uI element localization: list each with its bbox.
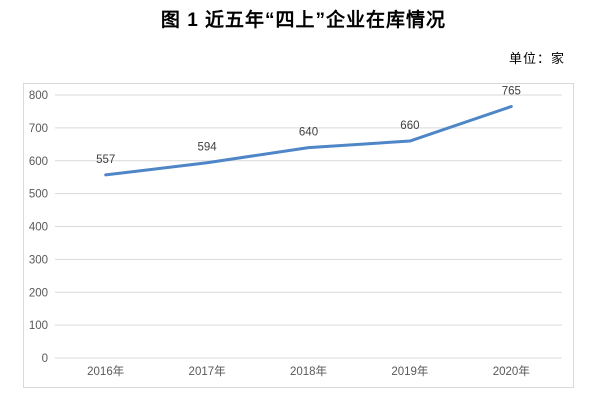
y-tick-label: 0	[42, 353, 48, 365]
y-tick-label: 600	[29, 156, 48, 168]
data-point-label: 594	[198, 142, 218, 154]
y-tick-label: 100	[29, 320, 48, 332]
chart-frame: 0 100 200 300 400 500 600 700 800 2016年 2017年 2018年…	[23, 83, 574, 388]
series-line	[104, 105, 513, 177]
x-tick-label: 2016年	[87, 364, 124, 378]
data-point-label: 765	[502, 86, 521, 98]
line-chart-svg: 0 100 200 300 400 500 600 700 800 2016年 2017年 2018年…	[29, 86, 562, 378]
x-tick-label: 2019年	[391, 364, 428, 378]
data-point-label: 640	[299, 127, 318, 139]
y-tick-label: 700	[29, 123, 48, 135]
data-point-label: 557	[96, 154, 115, 166]
y-tick-label: 300	[29, 254, 48, 266]
data-point-label: 660	[400, 120, 419, 132]
chart-title: 图 1 近五年“四上”企业在库情况	[160, 10, 447, 31]
x-tick-label: 2018年	[290, 364, 327, 378]
unit-label: 单位：家	[508, 51, 565, 66]
x-tick-label: 2020年	[493, 364, 530, 378]
y-tick-label: 200	[29, 287, 48, 299]
y-tick-label: 400	[29, 222, 48, 234]
y-tick-label: 800	[29, 90, 48, 102]
y-tick-label: 500	[29, 189, 48, 201]
x-tick-label: 2017年	[189, 364, 226, 378]
